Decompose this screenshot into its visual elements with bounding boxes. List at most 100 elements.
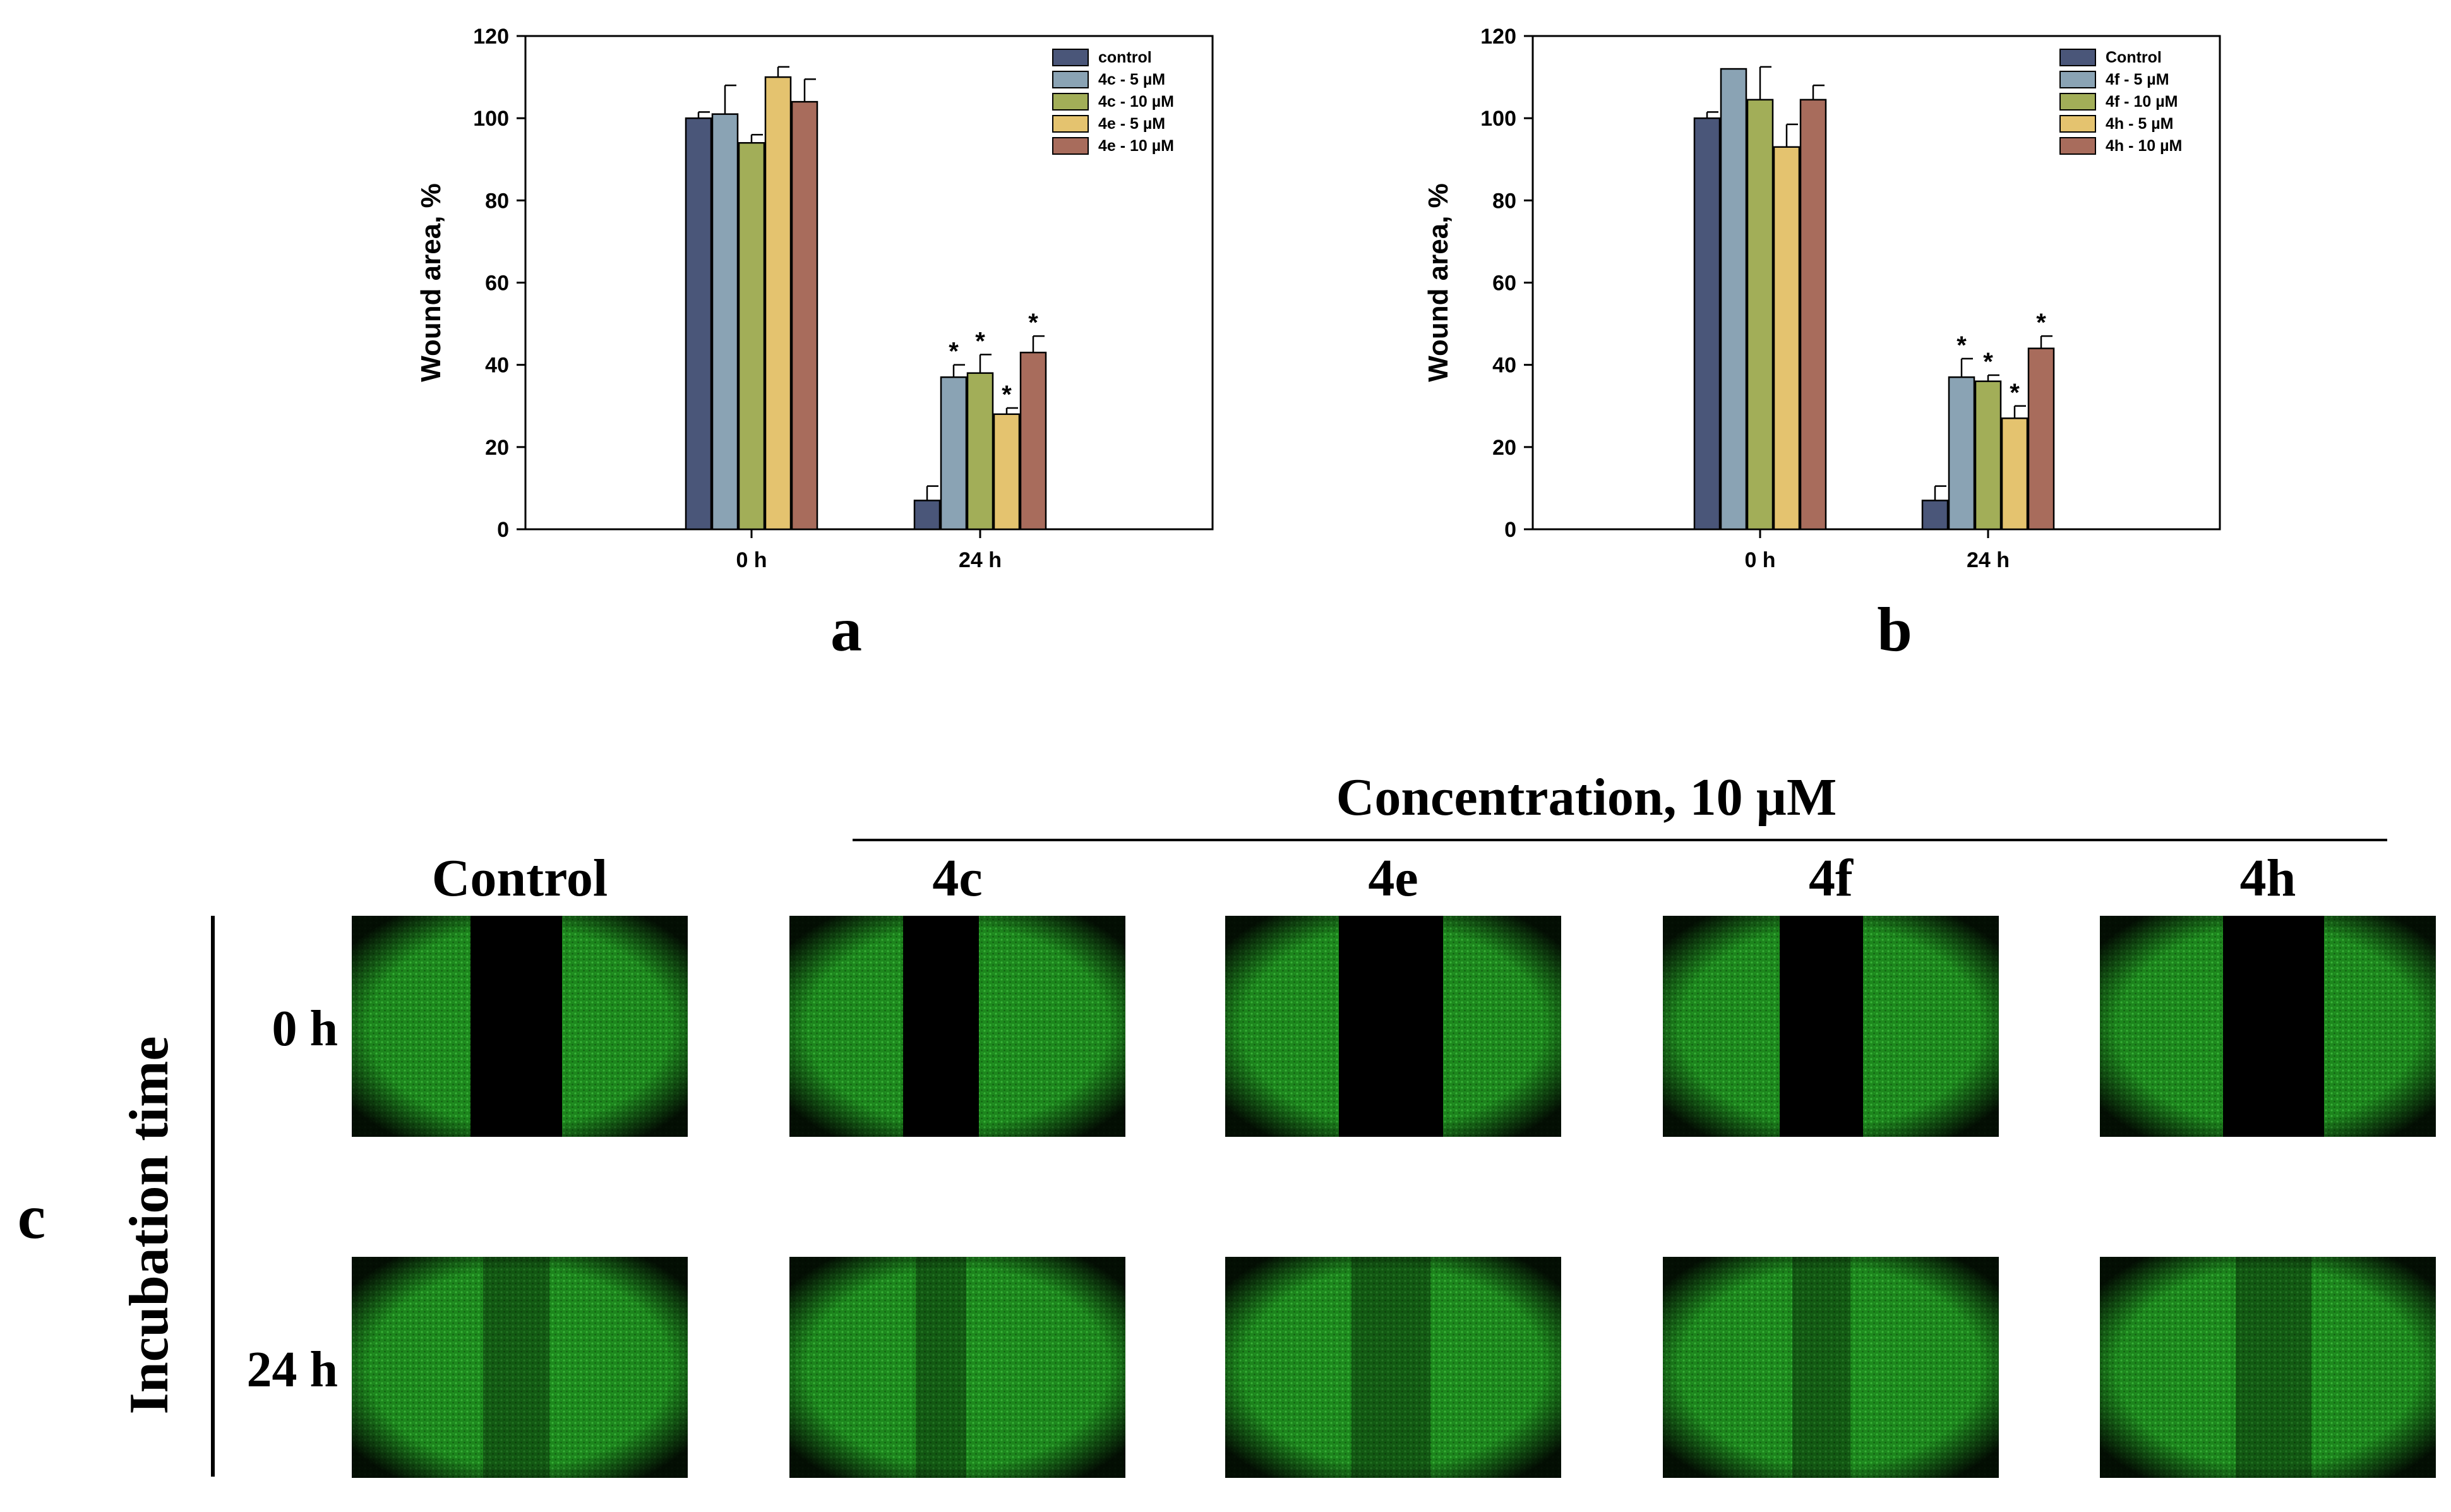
legend-swatch [1052, 49, 1089, 66]
legend-label: 4f - 10 µM [2106, 93, 2178, 111]
significance-marker: * [1957, 332, 1967, 359]
chart-b: 0 20 40 60 80 100 120 Wound area, % 0 h 24 h * * * * C… [1423, 25, 2221, 572]
y-tick-label: 80 [485, 189, 509, 213]
micrograph-image [2100, 1257, 2436, 1478]
bar [738, 141, 765, 531]
significance-marker: * [975, 327, 985, 355]
bar [993, 413, 1021, 531]
micrograph-image [1225, 1257, 1561, 1478]
vignette [789, 916, 1125, 1137]
vignette [1225, 1257, 1561, 1478]
micrograph-panel: Concentration, 10 µM Incubation time Con… [119, 768, 2436, 1478]
bar [1773, 146, 1801, 531]
bar [1948, 376, 1975, 531]
legend-swatch [1052, 137, 1089, 155]
legend-label: 4c - 10 µM [1098, 93, 1174, 111]
legend-label: control [1098, 49, 1152, 66]
column-label: 4c [932, 849, 982, 908]
micrograph-image [1663, 916, 1999, 1137]
legend-label: 4e - 10 µM [1098, 137, 1174, 155]
legend-label: 4h - 5 µM [2106, 115, 2173, 133]
bar [1746, 99, 1774, 531]
bar [685, 117, 712, 531]
y-tick-label: 100 [1480, 107, 1516, 131]
legend-swatch [2059, 115, 2096, 133]
micrograph-grid: Control 4c 4e 4f 4h 0 h 24 h [247, 849, 2436, 1478]
bar [1019, 351, 1047, 531]
panel-label-b: b [1877, 594, 1912, 664]
micrograph-image [789, 1257, 1125, 1478]
x-tick-label: 0 h [1744, 548, 1775, 572]
legend-swatch [2059, 71, 2096, 88]
bar [966, 372, 994, 531]
legend-swatch [1052, 115, 1089, 133]
legend-label: 4f - 5 µM [2106, 71, 2169, 88]
column-label: Control [432, 849, 608, 908]
significance-marker: * [2010, 379, 2020, 407]
bar [2001, 417, 2029, 531]
x-tick-label: 24 h [1967, 548, 2010, 572]
vignette [2100, 1257, 2436, 1478]
bar [791, 100, 818, 531]
vignette [1663, 916, 1999, 1137]
x-tick-label: 24 h [959, 548, 1002, 572]
y-tick-label: 120 [1480, 25, 1516, 49]
y-tick-label: 60 [485, 272, 509, 296]
bar [764, 76, 792, 531]
y-tick-label: 20 [1492, 436, 1516, 460]
vignette [1663, 1257, 1999, 1478]
vignette [352, 916, 688, 1137]
y-axis-label: Wound area, % [416, 183, 446, 382]
micrograph-image [1225, 916, 1561, 1137]
significance-marker: * [2036, 309, 2046, 337]
legend-label: 4h - 10 µM [2106, 137, 2182, 155]
vignette [2100, 916, 2436, 1137]
significance-marker: * [949, 338, 959, 366]
y-tick-label: 20 [485, 436, 509, 460]
column-label: 4h [2240, 849, 2296, 908]
row-label: 24 h [247, 1342, 339, 1398]
panel-label-c: c [18, 1182, 45, 1252]
concentration-header: Concentration, 10 µM [1336, 768, 1837, 827]
bar [1974, 380, 2002, 531]
bar [1693, 117, 1721, 531]
bar [913, 500, 941, 531]
y-tick-label: 40 [485, 354, 509, 378]
bar [1799, 99, 1827, 531]
significance-marker: * [1028, 309, 1038, 337]
y-tick-label: 100 [473, 107, 509, 131]
significance-marker: * [1002, 381, 1012, 409]
y-tick-label: 120 [473, 25, 509, 49]
y-axis-label: Wound area, % [1423, 183, 1454, 382]
vignette [1225, 916, 1561, 1137]
bar [2027, 347, 2055, 531]
micrograph-image [352, 1257, 688, 1478]
x-tick-label: 0 h [736, 548, 767, 572]
vignette [352, 1257, 688, 1478]
panel-label-a: a [830, 594, 862, 664]
column-label: 4e [1368, 849, 1418, 908]
y-tick-label: 80 [1492, 189, 1516, 213]
legend-label: 4e - 5 µM [1098, 115, 1165, 133]
chart-a: 0 20 40 60 80 100 120 Wound area, % 0 h 24 h * * * * c… [416, 25, 1214, 572]
bar [711, 113, 739, 531]
vignette [789, 1257, 1125, 1478]
micrograph-image [789, 916, 1125, 1137]
significance-marker: * [1983, 348, 1993, 376]
legend-swatch [1052, 71, 1089, 88]
legend-label: Control [2106, 49, 2162, 66]
y-tick-label: 0 [497, 518, 509, 542]
bar [1720, 68, 1747, 531]
column-label: 4f [1809, 849, 1854, 908]
micrograph-image [1663, 1257, 1999, 1478]
y-tick-label: 0 [1504, 518, 1516, 542]
legend-label: 4c - 5 µM [1098, 71, 1165, 88]
y-tick-label: 60 [1492, 272, 1516, 296]
legend-swatch [2059, 49, 2096, 66]
bar [1921, 500, 1949, 531]
row-label: 0 h [272, 1001, 339, 1057]
row-axis-label: Incubation time [119, 1036, 180, 1415]
bar [940, 376, 968, 531]
micrograph-image [2100, 916, 2436, 1137]
